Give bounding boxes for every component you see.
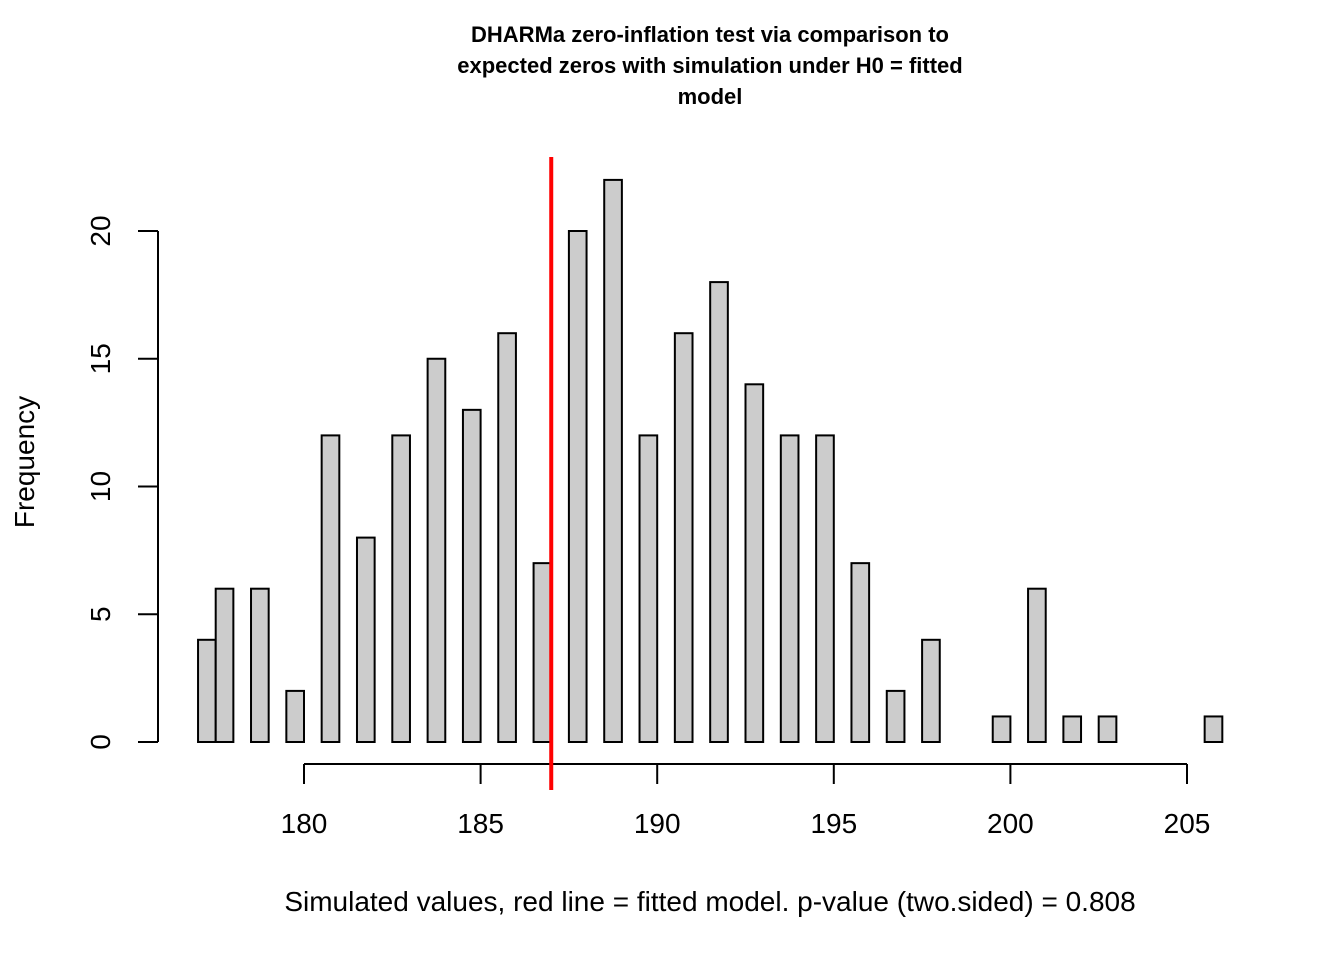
histogram-bar [1097, 715, 1118, 744]
histogram-bar [320, 434, 341, 743]
y-tick-label: 0 [85, 734, 116, 750]
histogram-bar [250, 587, 270, 744]
y-tick-label: 10 [85, 471, 116, 502]
histogram-bar [815, 434, 835, 743]
histogram-bar [850, 562, 871, 744]
x-tick-label: 180 [281, 808, 328, 839]
chart-title: DHARMa zero-inflation test via compariso… [457, 22, 962, 109]
histogram-bar [709, 281, 729, 743]
histogram-bar [673, 332, 694, 743]
x-tick-label: 185 [457, 808, 504, 839]
histogram-bar [885, 689, 906, 744]
histogram-bar [779, 434, 800, 743]
histogram-bar [426, 357, 447, 743]
histogram-bar [921, 638, 941, 743]
chart-title-line-1: DHARMa zero-inflation test via compariso… [471, 22, 949, 47]
chart-title-line-3: model [678, 84, 743, 109]
histogram-bar [991, 715, 1012, 744]
histogram-bars [197, 178, 1224, 744]
histogram-bar [461, 408, 482, 743]
y-tick-label: 15 [85, 343, 116, 374]
histogram-bar [567, 230, 588, 743]
x-axis: 180 185 190 195 200 205 [281, 763, 1211, 839]
histogram-bar [532, 562, 553, 744]
y-tick-label: 20 [85, 215, 116, 246]
histogram-bar [603, 178, 623, 743]
histogram-bar [638, 434, 659, 743]
histogram-bar [1027, 587, 1047, 744]
x-tick-label: 190 [634, 808, 681, 839]
histogram-bar [285, 689, 305, 744]
histogram-bar [497, 332, 517, 743]
x-axis-label: Simulated values, red line = fitted mode… [284, 886, 1135, 917]
x-tick-label: 195 [810, 808, 857, 839]
histogram-bar [391, 434, 411, 743]
y-axis-label: Frequency [9, 396, 40, 528]
chart-title-line-2: expected zeros with simulation under H0 … [457, 53, 962, 78]
histogram-bar [1203, 715, 1224, 744]
histogram-bar [197, 638, 217, 743]
histogram-bar [1062, 715, 1083, 744]
y-tick-label: 5 [85, 606, 116, 622]
histogram-bar [214, 587, 235, 744]
x-tick-label: 205 [1164, 808, 1211, 839]
x-tick-label: 200 [987, 808, 1034, 839]
y-axis: 0 5 10 15 20 [85, 215, 159, 750]
histogram-bar [355, 536, 376, 743]
histogram-bar [744, 383, 765, 743]
